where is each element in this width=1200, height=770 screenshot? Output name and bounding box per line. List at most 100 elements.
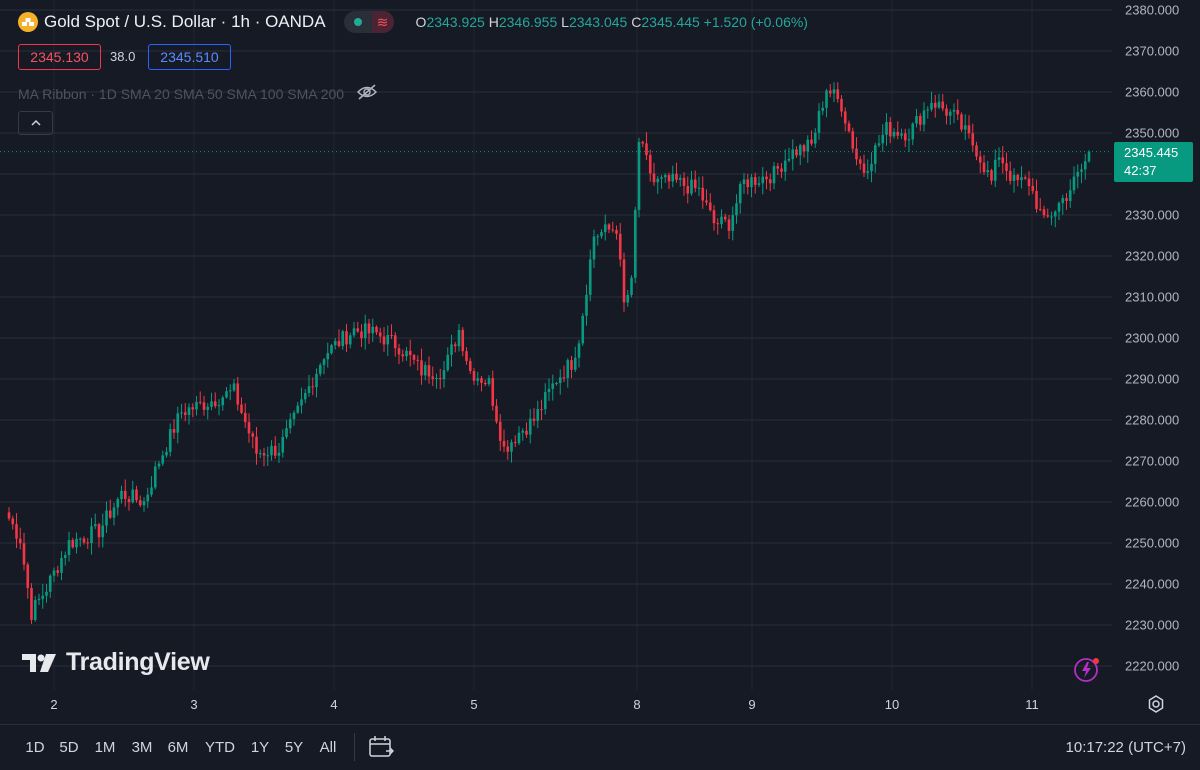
candle-up — [1076, 171, 1080, 177]
price-axis[interactable]: 2380.0002370.0002360.0002350.0002340.000… — [1112, 0, 1200, 690]
market-status-pill[interactable]: ≋ — [343, 11, 394, 33]
range-button-ytd[interactable]: YTD — [205, 739, 235, 756]
eye-off-icon[interactable] — [356, 84, 378, 103]
candle-down — [956, 109, 960, 115]
buy-price-button[interactable]: 2345.510 — [148, 44, 231, 70]
candle-down — [753, 177, 757, 185]
chart-settings-gear-icon[interactable] — [1146, 694, 1166, 714]
candle-up — [881, 134, 885, 144]
tradingview-watermark[interactable]: TradingView — [22, 648, 210, 677]
time-tick-label: 3 — [190, 697, 198, 712]
price-tick-label: 2220.000 — [1125, 658, 1180, 674]
candle-up — [585, 294, 588, 316]
candle-down — [945, 108, 948, 116]
collapse-legend-button[interactable] — [18, 111, 53, 135]
candle-up — [603, 224, 607, 233]
sell-price-button[interactable]: 2345.130 — [18, 44, 101, 70]
candle-down — [56, 570, 60, 573]
candle-up — [750, 177, 753, 188]
candle-up — [168, 429, 172, 452]
candle-up — [315, 373, 318, 388]
candle-down — [615, 230, 618, 234]
candle-down — [438, 378, 442, 380]
range-button-5d[interactable]: 5D — [59, 739, 79, 756]
price-tick-label: 2360.000 — [1125, 84, 1180, 100]
symbol-title[interactable]: Gold Spot / U.S. Dollar · 1h · OANDA — [44, 12, 326, 31]
candle-up — [341, 331, 345, 347]
candle-down — [26, 564, 30, 588]
candle-up — [363, 323, 367, 339]
candle-up — [371, 326, 375, 334]
candle-up — [37, 598, 41, 601]
candle-up — [457, 329, 461, 347]
candle-up — [90, 526, 93, 544]
candle-up — [386, 335, 390, 345]
candle-up — [187, 407, 191, 415]
candle-down — [858, 159, 862, 164]
candle-down — [236, 383, 240, 405]
time-axis[interactable]: 2 3 4 5 8 9 10 11 — [0, 690, 1200, 720]
candle-up — [176, 413, 180, 433]
range-button-6m[interactable]: 6M — [167, 739, 189, 756]
range-button-1y[interactable]: 1Y — [250, 739, 270, 756]
candle-up — [333, 341, 337, 346]
candle-up — [558, 377, 562, 383]
candle-up — [93, 524, 97, 527]
candle-up — [926, 109, 930, 111]
candle-up — [817, 110, 821, 133]
candle-up — [963, 125, 967, 130]
candle-down — [393, 335, 397, 349]
calendar-go-to-date-icon[interactable] — [368, 735, 394, 759]
candle-down — [1042, 209, 1046, 216]
candle-down — [648, 155, 652, 174]
gold-bars-icon[interactable] — [18, 12, 38, 32]
candle-up — [731, 215, 735, 231]
range-button-1m[interactable]: 1M — [94, 739, 116, 756]
candle-up — [588, 259, 592, 295]
range-button-1d[interactable]: 1D — [25, 739, 45, 756]
indicator-label[interactable]: MA Ribbon · 1D SMA 20 SMA 50 SMA 100 SMA… — [18, 85, 345, 102]
candle-up — [821, 107, 825, 111]
candle-down — [746, 179, 750, 188]
chart-area[interactable] — [0, 0, 1112, 690]
candle-up — [352, 328, 356, 336]
candle-up — [772, 166, 776, 184]
candle-up — [60, 558, 63, 573]
candle-up — [798, 145, 802, 156]
candle-up — [161, 455, 165, 464]
candlestick-plot[interactable] — [0, 0, 1112, 690]
candle-down — [645, 143, 648, 156]
candle-up — [270, 445, 273, 456]
candle-up — [487, 378, 491, 385]
candle-down — [978, 156, 982, 163]
candle-up — [153, 466, 157, 488]
candle-down — [375, 326, 378, 333]
price-tick-label: 2310.000 — [1125, 289, 1180, 305]
candle-down — [607, 224, 611, 230]
candle-down — [412, 355, 416, 360]
candle-down — [495, 405, 498, 422]
candle-down — [802, 145, 806, 152]
lightning-bolt-icon[interactable] — [1074, 656, 1102, 684]
candle-down — [7, 512, 11, 519]
timezone-clock[interactable]: 10:17:22 (UTC+7) — [1065, 739, 1186, 756]
candle-up — [690, 179, 693, 194]
range-button-all[interactable]: All — [319, 739, 337, 756]
candle-up — [476, 378, 480, 381]
candle-up — [442, 370, 446, 380]
candle-up — [322, 359, 326, 366]
candle-down — [641, 141, 645, 144]
time-tick-label: 9 — [748, 697, 756, 712]
price-tick-label: 2330.000 — [1125, 207, 1180, 223]
range-button-3m[interactable]: 3M — [131, 739, 153, 756]
range-button-5y[interactable]: 5Y — [284, 739, 304, 756]
candle-up — [33, 600, 37, 620]
wave-icon[interactable]: ≋ — [371, 11, 394, 33]
candle-down — [727, 219, 731, 231]
candle-up — [75, 538, 78, 548]
candle-up — [120, 490, 123, 500]
candle-up — [266, 455, 270, 457]
close-label: C — [631, 14, 642, 30]
candle-up — [596, 236, 600, 238]
indicator-row[interactable]: MA Ribbon · 1D SMA 20 SMA 50 SMA 100 SMA… — [18, 84, 378, 103]
